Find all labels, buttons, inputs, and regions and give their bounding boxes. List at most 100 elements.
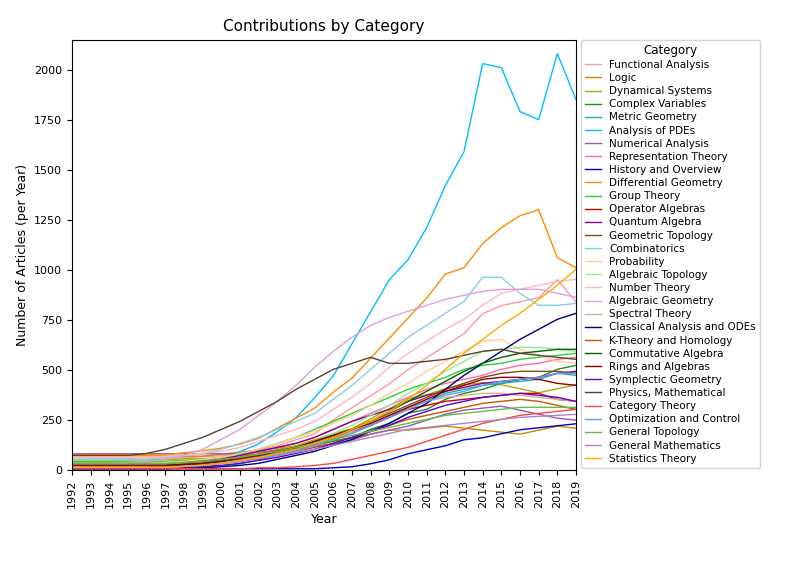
History and Overview [86,465,95,472]
Operator Algebras [179,459,189,466]
Algebraic Geometry [347,334,357,341]
Analysis of PDEs [67,464,77,471]
Analysis of PDEs [86,464,95,471]
Operator Algebras [142,460,151,467]
Metric Geometry [254,456,263,463]
K-Theory and Homology [422,412,431,419]
Metric Geometry [310,442,319,449]
Symplectic Geometry [217,462,226,469]
General Mathematics [67,464,77,471]
Geometric Topology [254,453,263,460]
Number Theory [366,380,375,387]
Classical Analysis and ODEs [553,316,562,323]
Physics, Mathematical [571,356,581,363]
Statistics Theory [459,350,469,357]
Analysis of PDEs [254,440,263,447]
K-Theory and Homology [217,460,226,467]
Quantum Algebra [571,368,581,375]
Category Theory [235,465,245,472]
Representation Theory [235,452,245,459]
Line: Commutative Algebra: Commutative Algebra [72,349,576,465]
Complex Variables [515,376,525,383]
Logic [254,447,263,453]
Line: Dynamical Systems: Dynamical Systems [72,383,576,460]
Line: K-Theory and Homology: K-Theory and Homology [72,400,576,468]
Representation Theory [310,434,319,441]
Line: Functional Analysis: Functional Analysis [72,280,576,458]
Line: Algebraic Topology: Algebraic Topology [72,348,576,465]
Optimization and Control [515,376,525,383]
Geometric Topology [105,462,114,469]
History and Overview [441,443,450,449]
Logic [123,452,133,459]
Symplectic Geometry [86,465,95,472]
Logic [553,423,562,430]
Operator Algebras [198,458,207,465]
Differential Geometry [571,264,581,271]
Optimization and Control [86,464,95,471]
Combinatorics [310,410,319,417]
Classical Analysis and ODEs [310,448,319,454]
Operator Algebras [441,398,450,405]
History and Overview [105,465,114,472]
Algebraic Geometry [515,286,525,293]
Symplectic Geometry [403,414,413,421]
Analysis of PDEs [105,464,114,471]
Spectral Theory [385,412,394,419]
Geometric Topology [366,418,375,424]
Combinatorics [441,310,450,317]
K-Theory and Homology [310,444,319,451]
Line: Operator Algebras: Operator Algebras [72,393,576,464]
Numerical Analysis [86,451,95,457]
Operator Algebras [422,402,431,409]
Line: Geometric Topology: Geometric Topology [72,371,576,465]
Rings and Algebras [217,458,226,465]
Physics, Mathematical [217,426,226,433]
Spectral Theory [553,396,562,403]
Statistics Theory [86,464,95,471]
Representation Theory [347,418,357,424]
Logic [366,431,375,438]
Optimization and Control [534,374,543,381]
Geometric Topology [86,462,95,469]
Commutative Algebra [179,461,189,468]
Group Theory [347,410,357,417]
Probability [347,412,357,419]
Rings and Algebras [123,462,133,469]
Dynamical Systems [217,454,226,461]
General Mathematics [161,464,170,471]
Complex Variables [291,446,301,453]
Commutative Algebra [291,444,301,451]
Rings and Algebras [329,432,338,439]
Functional Analysis [571,298,581,305]
Representation Theory [403,394,413,401]
General Mathematics [422,424,431,431]
Dynamical Systems [142,456,151,463]
Complex Variables [553,366,562,373]
Differential Geometry [515,212,525,219]
Quantum Algebra [217,456,226,463]
Category Theory [422,438,431,445]
Geometric Topology [161,462,170,469]
Algebraic Topology [422,380,431,387]
Algebraic Topology [329,430,338,437]
Classical Analysis and ODEs [217,464,226,470]
Rings and Algebras [67,462,77,469]
Geometric Topology [273,450,282,457]
Group Theory [217,454,226,461]
Commutative Algebra [441,378,450,385]
Number Theory [347,394,357,401]
Dynamical Systems [571,381,581,388]
Rings and Algebras [422,396,431,403]
Combinatorics [105,456,114,463]
Category Theory [534,410,543,417]
Statistics Theory [198,462,207,469]
Commutative Algebra [254,452,263,459]
Differential Geometry [105,451,114,458]
History and Overview [422,447,431,453]
Numerical Analysis [254,449,263,456]
Physics, Mathematical [179,440,189,447]
Category Theory [179,465,189,472]
Commutative Algebra [403,398,413,405]
Number Theory [534,282,543,289]
